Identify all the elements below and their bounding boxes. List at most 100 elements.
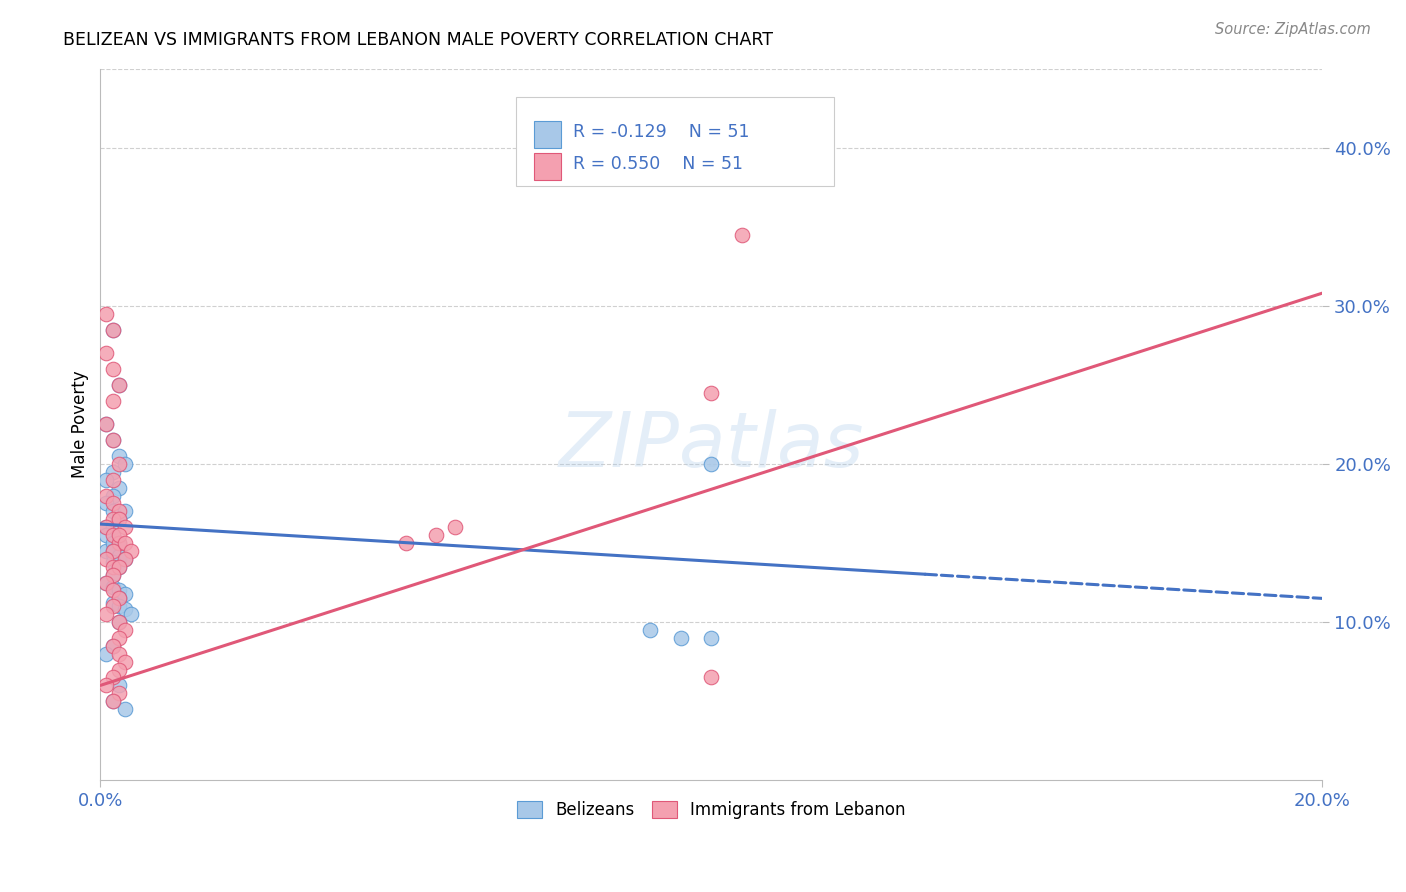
Point [101,473,124,487]
Point [96,496,118,510]
Point [101,639,124,653]
Point [96,489,118,503]
Point [101,465,124,479]
Point [638,623,661,637]
Point [101,596,124,610]
Point [107,678,129,692]
Point [669,631,692,645]
Point [101,694,124,708]
Point [107,512,129,526]
Point [101,559,124,574]
Point [96,346,118,360]
Point [107,559,129,574]
Point [700,385,723,400]
Point [114,552,136,566]
Point [107,377,129,392]
Point [96,528,118,542]
Point [101,362,124,376]
Point [101,496,124,510]
Point [114,504,136,518]
Point [96,552,118,566]
Point [731,227,754,242]
Point [120,607,142,622]
Point [101,434,124,448]
Point [120,544,142,558]
Point [114,587,136,601]
Point [425,528,447,542]
Point [107,591,129,606]
Point [101,322,124,336]
Point [96,520,118,534]
Point [101,639,124,653]
Point [101,671,124,685]
Point [107,599,129,614]
Text: R = -0.129    N = 51: R = -0.129 N = 51 [574,123,749,141]
Point [107,631,129,645]
Point [114,702,136,716]
Point [395,536,418,550]
FancyBboxPatch shape [534,153,561,179]
Point [107,615,129,629]
Point [107,615,129,629]
Point [96,520,118,534]
Point [101,528,124,542]
Point [101,544,124,558]
Point [96,417,118,432]
Point [700,457,723,471]
Point [114,602,136,616]
Point [96,575,118,590]
Point [107,583,129,598]
Point [101,520,124,534]
FancyBboxPatch shape [534,121,561,148]
Point [107,504,129,518]
Point [101,528,124,542]
Point [107,686,129,700]
Text: ZIPatlas: ZIPatlas [558,409,865,483]
Point [107,536,129,550]
Point [107,539,129,553]
Point [101,694,124,708]
FancyBboxPatch shape [516,97,834,186]
Point [101,512,124,526]
Point [107,647,129,661]
Point [96,678,118,692]
Point [101,567,124,582]
Point [101,539,124,553]
Point [107,549,129,563]
Text: Source: ZipAtlas.com: Source: ZipAtlas.com [1215,22,1371,37]
Point [101,555,124,569]
Point [107,591,129,606]
Point [114,623,136,637]
Point [96,647,118,661]
Point [107,457,129,471]
Point [96,307,118,321]
Point [101,547,124,561]
Point [101,599,124,614]
Point [107,512,129,526]
Point [114,552,136,566]
Point [700,671,723,685]
Point [107,528,129,542]
Point [107,552,129,566]
Point [101,393,124,408]
Y-axis label: Male Poverty: Male Poverty [72,370,89,478]
Point [114,457,136,471]
Point [101,504,124,518]
Point [107,663,129,677]
Point [114,655,136,669]
Point [107,512,129,526]
Point [107,449,129,463]
Point [101,536,124,550]
Point [96,417,118,432]
Point [101,544,124,558]
Point [101,322,124,336]
Point [101,583,124,598]
Point [107,481,129,495]
Point [107,536,129,550]
Point [101,434,124,448]
Point [107,377,129,392]
Point [101,567,124,582]
Point [101,580,124,594]
Point [107,559,129,574]
Point [101,489,124,503]
